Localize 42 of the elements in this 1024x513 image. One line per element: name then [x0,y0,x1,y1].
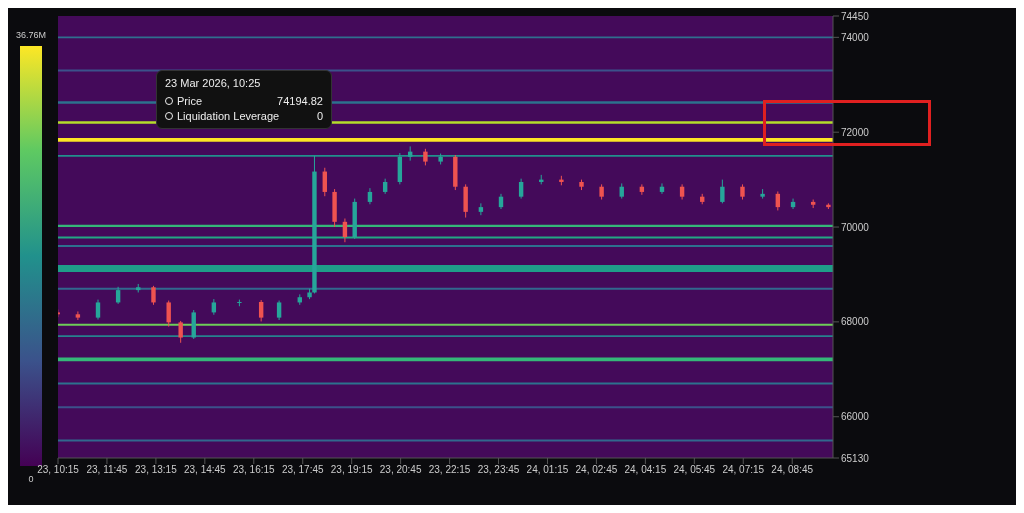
x-tick-label: 23, 14:45 [183,464,227,476]
x-tick-label: 24, 05:45 [673,464,716,476]
color-bar-label: 0 [28,474,34,484]
x-tick-label: 23, 20:45 [379,464,422,476]
x-tick-label: 24, 07:15 [722,464,765,476]
x-tick-label: 23, 19:15 [330,464,373,476]
annotation: 23 Mar 2026, 10:25 [165,77,262,89]
candlestick [342,218,348,243]
x-tick-label: 23, 16:15 [232,464,276,476]
annotation: 74194.82 [277,95,323,107]
candlestick [178,320,183,344]
x-tick-label: 23, 10:15 [37,464,80,476]
y-tick-label: 74000 [841,31,870,43]
candlestick [775,190,781,211]
color-bar-label: 36.76M [15,30,47,40]
annotation: Price [176,95,203,107]
candlestick [95,299,101,321]
candlestick [258,299,264,322]
x-tick-label: 24, 08:45 [771,464,814,476]
candlestick [478,202,484,216]
x-tick-label: 24, 02:45 [575,464,618,476]
x-tick-label: 23, 22:15 [428,464,471,476]
y-tick-label: 65130 [841,452,870,464]
candlestick [518,178,524,200]
y-tick-label: 70000 [841,221,870,233]
candlestick [276,300,282,321]
x-tick-label: 23, 23:45 [477,464,520,476]
y-tick-label: 72000 [841,126,870,138]
candlestick [720,179,725,204]
y-tick-label: 74450 [841,10,870,22]
x-tick-label: 23, 11:45 [86,464,128,476]
annotation: Liquidation Leverage [176,110,280,122]
x-tick-label: 23, 17:45 [281,464,325,476]
candlestick [75,310,81,321]
x-tick-label: 24, 04:15 [624,464,667,476]
y-tick-label: 66000 [841,411,870,423]
x-tick-label: 24, 01:15 [526,464,569,476]
y-tick-label: 68000 [841,316,870,328]
candlestick [151,285,156,306]
annotation: 0 [316,110,323,122]
candlestick [166,300,171,328]
x-tick-label: 23, 13:15 [135,464,178,476]
